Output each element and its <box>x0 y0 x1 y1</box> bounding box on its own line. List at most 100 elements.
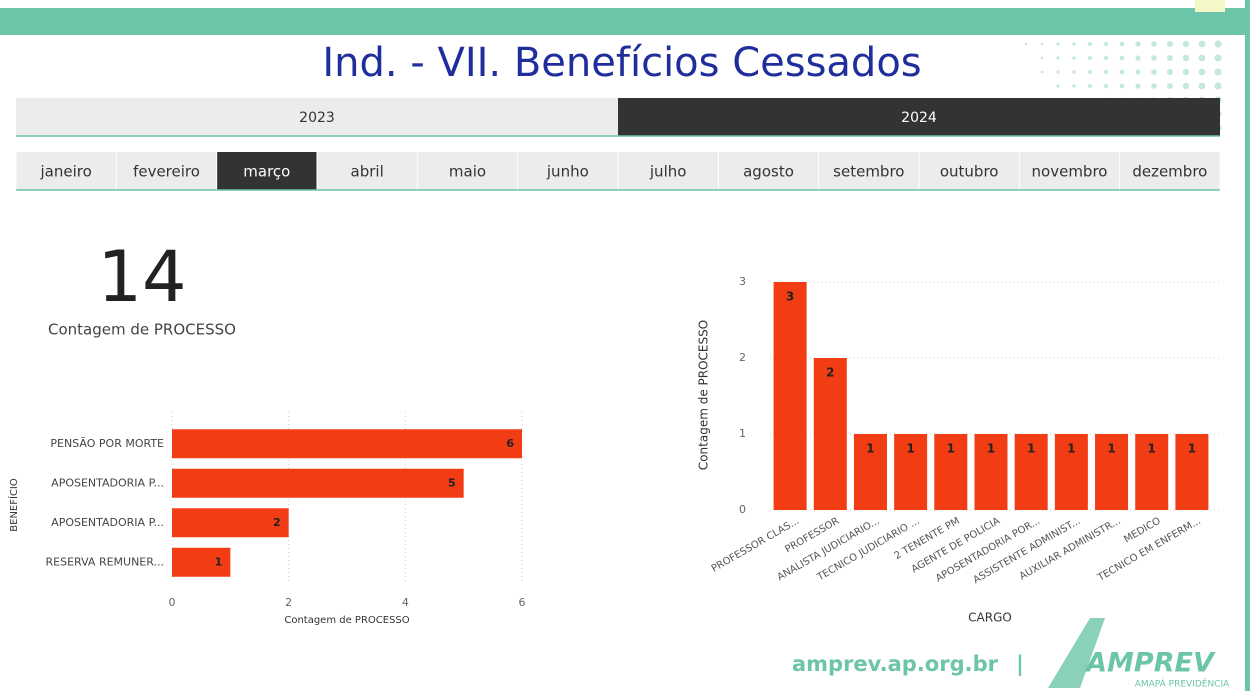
y-tick-label: PENSÃO POR MORTE <box>50 437 164 450</box>
month-button-bg <box>1120 152 1220 190</box>
footer-url: amprev.ap.org.br <box>792 652 999 676</box>
bar <box>773 282 807 510</box>
month-button[interactable]: abril <box>317 152 418 191</box>
dot <box>1198 54 1206 62</box>
dot <box>1167 83 1173 89</box>
dot <box>1214 82 1222 90</box>
dot <box>1119 83 1125 89</box>
data-label: 1 <box>1107 442 1115 456</box>
dot <box>1088 42 1092 46</box>
corner-accent <box>1195 0 1225 12</box>
month-button[interactable]: maio <box>417 152 518 191</box>
data-label: 1 <box>215 555 223 568</box>
year-label: 2024 <box>901 110 937 126</box>
year-button[interactable]: 2024 <box>618 98 1220 137</box>
dot <box>1198 82 1206 90</box>
month-button-bg <box>116 152 217 190</box>
dot <box>1088 70 1092 74</box>
data-label: 2 <box>273 516 281 529</box>
dot <box>1056 42 1060 46</box>
dot <box>1056 84 1060 88</box>
dot <box>1072 42 1076 46</box>
dot <box>1103 55 1109 61</box>
month-button[interactable]: novembro <box>1019 152 1120 191</box>
month-button[interactable]: agosto <box>718 152 819 191</box>
dot <box>1167 55 1173 61</box>
bar <box>172 429 522 459</box>
bar <box>813 358 847 510</box>
month-label: agosto <box>743 163 794 181</box>
month-label: outubro <box>940 163 999 181</box>
right-band <box>1245 0 1250 691</box>
y-axis-label: BENEFÍCIO <box>7 478 20 532</box>
y-tick-label: 2 <box>739 351 746 364</box>
bar <box>894 434 928 510</box>
data-label: 1 <box>1188 442 1196 456</box>
data-label: 1 <box>1027 442 1035 456</box>
dot <box>1214 40 1222 48</box>
month-button-bg <box>1019 152 1120 190</box>
dot <box>1198 40 1206 48</box>
dot <box>1182 82 1190 90</box>
month-button[interactable]: janeiro <box>16 152 117 191</box>
bar <box>1054 434 1088 510</box>
dot <box>1103 83 1109 89</box>
dot <box>1103 69 1109 75</box>
data-label: 5 <box>448 476 456 489</box>
bar <box>172 547 231 577</box>
x-tick-label: 6 <box>519 596 526 609</box>
x-tick-label: 0 <box>169 596 176 609</box>
bar <box>1175 434 1209 510</box>
month-button[interactable]: outubro <box>919 152 1020 191</box>
dot <box>1119 41 1125 47</box>
month-button[interactable]: julho <box>618 152 719 191</box>
month-label: março <box>243 163 290 181</box>
dot <box>1056 70 1060 74</box>
month-button-bg <box>819 152 919 190</box>
dot <box>1182 68 1190 76</box>
dot <box>1151 69 1157 75</box>
dot <box>1040 56 1044 60</box>
dot <box>1135 41 1141 47</box>
year-button-bg <box>618 98 1220 136</box>
dot <box>1151 55 1157 61</box>
y-tick-label: APOSENTADORIA P... <box>51 516 164 529</box>
data-label: 6 <box>506 437 514 450</box>
month-button[interactable]: junho <box>517 152 618 191</box>
bar <box>853 434 887 510</box>
y-axis-label: Contagem de PROCESSO <box>697 320 711 470</box>
month-label: dezembro <box>1132 163 1207 181</box>
month-button-bg <box>16 152 116 190</box>
dot <box>1119 55 1125 61</box>
data-label: 1 <box>947 442 955 456</box>
y-tick-label: 1 <box>739 427 746 440</box>
dot <box>1135 55 1141 61</box>
footer-separator: | <box>1016 652 1024 677</box>
month-label: abril <box>351 163 384 181</box>
y-tick-label: 0 <box>739 503 746 516</box>
year-button[interactable]: 2023 <box>16 98 618 137</box>
footer-logo-sub: AMAPÁ PREVIDÊNCIA <box>1135 678 1230 690</box>
dot <box>1072 56 1076 60</box>
month-button[interactable]: março <box>216 152 317 191</box>
dot <box>1151 83 1157 89</box>
bar <box>172 468 464 498</box>
y-tick-label: APOSENTADORIA P... <box>51 476 164 489</box>
data-label: 1 <box>866 442 874 456</box>
dot <box>1119 69 1125 75</box>
data-label: 1 <box>1148 442 1156 456</box>
dot <box>1135 69 1141 75</box>
month-button[interactable]: fevereiro <box>116 152 217 191</box>
dot <box>1088 56 1092 60</box>
month-button[interactable]: setembro <box>818 152 919 191</box>
dot <box>1040 70 1044 74</box>
y-tick-label: RESERVA REMUNER... <box>46 555 164 568</box>
x-tick-label: 2 <box>285 596 292 609</box>
dot <box>1214 54 1222 62</box>
month-button[interactable]: dezembro <box>1119 152 1220 191</box>
data-label: 3 <box>786 290 794 304</box>
x-axis-label: Contagem de PROCESSO <box>284 615 409 626</box>
dot <box>1135 83 1141 89</box>
slicers: 2023 2024 janeiro fevereiro março abril maio ju… <box>16 98 1220 191</box>
dot <box>1167 41 1173 47</box>
